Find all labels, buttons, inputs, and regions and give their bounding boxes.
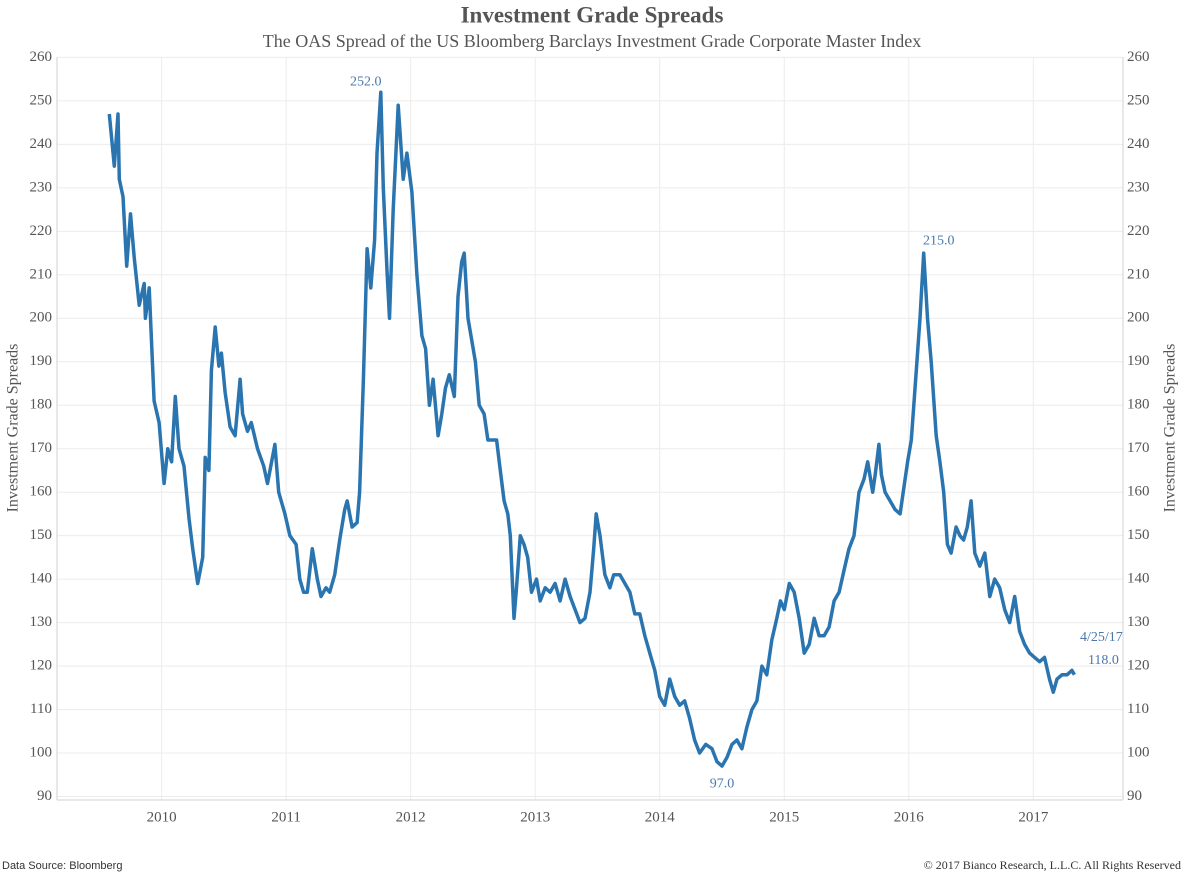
- x-tick-label: 2014: [645, 809, 676, 825]
- y2-tick-label: 170: [1127, 440, 1150, 456]
- x-tick-label: 2010: [147, 809, 177, 825]
- annotation-label: 215.0: [923, 233, 955, 248]
- y2-tick-label: 110: [1127, 701, 1149, 717]
- chart-title: Investment Grade Spreads: [461, 2, 724, 27]
- y-tick-label: 110: [30, 701, 52, 717]
- y-tick-label: 90: [37, 788, 52, 804]
- annotation-label: 252.0: [350, 74, 382, 89]
- y2-tick-label: 130: [1127, 614, 1150, 630]
- annotation-label: 97.0: [710, 776, 735, 791]
- y-tick-label: 160: [30, 484, 53, 500]
- y2-tick-label: 240: [1127, 136, 1150, 152]
- y-tick-label: 250: [30, 92, 53, 108]
- annotation-date: 4/25/17: [1080, 630, 1123, 645]
- y-axis-title: Investment Grade Spreads: [5, 344, 22, 513]
- y-tick-label: 190: [30, 353, 53, 369]
- y2-tick-label: 220: [1127, 223, 1150, 239]
- y-tick-label: 140: [30, 571, 53, 587]
- y-tick-label: 180: [30, 397, 53, 413]
- y2-tick-label: 250: [1127, 92, 1150, 108]
- y-tick-label: 150: [30, 527, 53, 543]
- y2-tick-label: 200: [1127, 310, 1150, 326]
- y-tick-label: 170: [30, 440, 53, 456]
- y2-axis-title: Investment Grade Spreads: [1162, 344, 1179, 513]
- chart-subtitle: The OAS Spread of the US Bloomberg Barcl…: [263, 31, 922, 51]
- y-tick-label: 210: [30, 266, 53, 282]
- y-tick-label: 230: [30, 179, 53, 195]
- x-tick-label: 2013: [520, 809, 550, 825]
- y2-tick-label: 120: [1127, 658, 1150, 674]
- y-tick-label: 120: [30, 658, 53, 674]
- copyright-note: © 2017 Bianco Research, L.L.C. All Right…: [924, 858, 1181, 872]
- y2-tick-label: 160: [1127, 484, 1150, 500]
- x-tick-label: 2017: [1018, 809, 1049, 825]
- y2-tick-label: 140: [1127, 571, 1150, 587]
- y-tick-label: 100: [30, 744, 53, 760]
- y2-tick-label: 230: [1127, 179, 1150, 195]
- y2-tick-label: 260: [1127, 49, 1150, 65]
- y2-tick-label: 150: [1127, 527, 1150, 543]
- y-tick-label: 240: [30, 136, 53, 152]
- series-line: [107, 90, 1076, 768]
- y2-tick-label: 190: [1127, 353, 1150, 369]
- source-note: Data Source: Bloomberg: [2, 860, 122, 872]
- y-tick-label: 220: [30, 223, 53, 239]
- annotation-label: 118.0: [1088, 653, 1119, 668]
- y2-tick-label: 210: [1127, 266, 1150, 282]
- x-tick-label: 2011: [271, 809, 300, 825]
- y-tick-label: 260: [30, 49, 53, 65]
- y-tick-label: 130: [30, 614, 53, 630]
- x-tick-label: 2015: [769, 809, 799, 825]
- y-tick-label: 200: [30, 310, 53, 326]
- y2-tick-label: 90: [1127, 788, 1142, 804]
- y2-tick-label: 100: [1127, 744, 1150, 760]
- x-tick-label: 2016: [894, 809, 925, 825]
- y2-tick-label: 180: [1127, 397, 1150, 413]
- x-tick-label: 2012: [396, 809, 426, 825]
